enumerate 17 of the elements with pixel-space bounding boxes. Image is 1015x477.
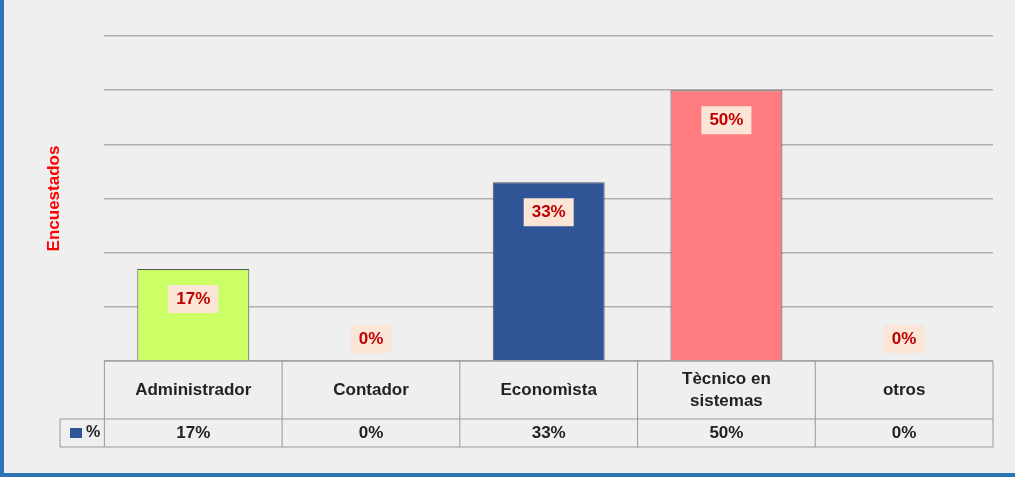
y-axis-title: Encuestados bbox=[43, 145, 63, 252]
data-label: 33% bbox=[531, 422, 566, 442]
text: 50% bbox=[709, 109, 744, 129]
data-label: 0% bbox=[891, 422, 917, 442]
data-label: 0% bbox=[358, 422, 384, 442]
data-label: 17% bbox=[176, 422, 211, 442]
text: 0% bbox=[358, 328, 384, 348]
x-tick-label: Contador bbox=[333, 379, 410, 399]
text: 33% bbox=[531, 201, 566, 221]
data-label: 50% bbox=[709, 422, 744, 442]
x-tick-label: Tècnico en sistemas bbox=[682, 368, 771, 410]
x-tick-label: Administrador bbox=[135, 379, 252, 399]
x-tick-label: Economìsta bbox=[500, 379, 598, 399]
text: 17% bbox=[176, 288, 211, 308]
x-tick-label: otros bbox=[882, 379, 926, 399]
legend-label: % bbox=[86, 423, 101, 441]
text: 0% bbox=[891, 328, 917, 348]
